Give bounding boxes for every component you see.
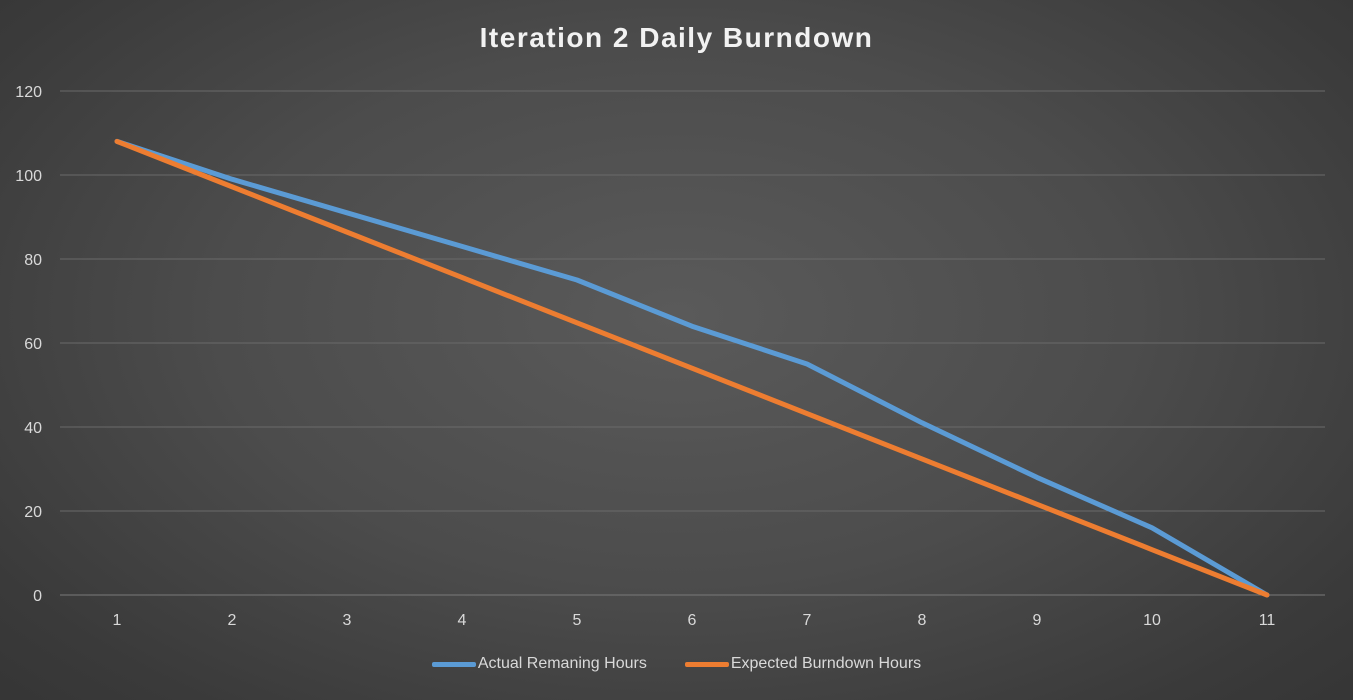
gridlines [60, 90, 1325, 596]
legend-item-expected: Expected Burndown Hours [684, 655, 922, 673]
x-tick-label: 4 [458, 612, 467, 629]
legend: Actual Remaning Hours Expected Burndown … [0, 655, 1353, 673]
y-tick-label: 120 [15, 84, 42, 101]
x-tick-label: 6 [688, 612, 697, 629]
legend-swatch-expected [684, 661, 729, 667]
y-tick-label: 20 [24, 504, 42, 521]
y-tick-label: 40 [24, 420, 42, 437]
series-lines [114, 138, 1270, 598]
chart-title: Iteration 2 Daily Burndown [479, 22, 874, 53]
x-tick-label: 8 [918, 612, 927, 629]
y-tick-label: 60 [24, 336, 42, 353]
x-tick-label: 1 [113, 612, 122, 629]
x-tick-label: 9 [1033, 612, 1042, 629]
series-line-actual [114, 138, 1270, 598]
y-tick-label: 80 [24, 252, 42, 269]
legend-swatch-actual [431, 661, 476, 667]
x-tick-label: 10 [1143, 612, 1161, 629]
x-tick-label: 2 [228, 612, 237, 629]
y-tick-label: 0 [33, 588, 42, 605]
x-tick-label: 3 [343, 612, 352, 629]
series-line-expected [114, 138, 1270, 598]
legend-label-actual: Actual Remaning Hours [477, 655, 647, 672]
y-tick-label: 100 [15, 168, 42, 185]
legend-label-expected: Expected Burndown Hours [730, 655, 922, 672]
legend-item-actual: Actual Remaning Hours [431, 655, 647, 673]
x-tick-label: 7 [803, 612, 812, 629]
x-tick-label: 11 [1259, 612, 1276, 629]
y-axis-ticks: 0 20 40 60 80 100 120 [15, 84, 42, 605]
x-axis-ticks: 1 2 3 4 5 6 7 8 9 10 11 [113, 612, 1276, 629]
x-tick-label: 5 [573, 612, 582, 629]
